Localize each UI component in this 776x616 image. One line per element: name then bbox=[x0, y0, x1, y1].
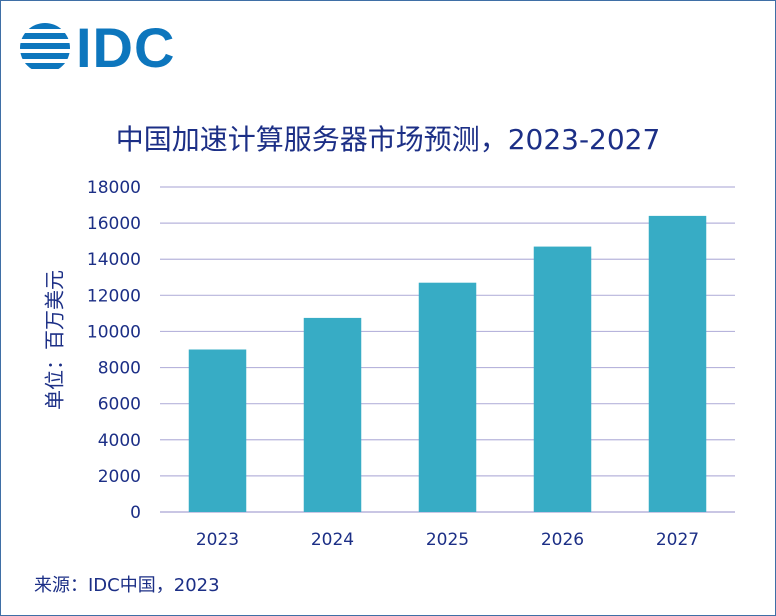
y-tick-label: 14000 bbox=[87, 250, 141, 270]
source-note: 来源：IDC中国，2023 bbox=[34, 575, 220, 596]
axis-labels: 0 2000 4000 6000 8000 10000 12000 14000 16000 180… bbox=[87, 178, 699, 550]
x-tick-label: 2023 bbox=[196, 530, 239, 550]
bar-2024 bbox=[303, 317, 362, 512]
y-tick-label: 6000 bbox=[98, 395, 141, 415]
y-tick-label: 8000 bbox=[98, 359, 141, 379]
x-tick-label: 2024 bbox=[311, 530, 354, 550]
y-tick-label: 4000 bbox=[98, 431, 141, 451]
y-tick-label: 12000 bbox=[87, 286, 141, 306]
y-tick-label: 10000 bbox=[87, 322, 141, 342]
bars bbox=[188, 215, 707, 513]
bar-2026 bbox=[533, 246, 592, 513]
bar-2027 bbox=[648, 215, 707, 512]
idc-logo: IDC bbox=[18, 20, 175, 76]
y-tick-label: 2000 bbox=[98, 467, 141, 487]
globe-icon bbox=[20, 23, 70, 69]
y-tick-label: 16000 bbox=[87, 214, 141, 234]
bar-2025 bbox=[418, 282, 477, 512]
x-tick-label: 2025 bbox=[426, 530, 469, 550]
chart-title: 中国加速计算服务器市场预测，2023-2027 bbox=[115, 123, 661, 156]
y-tick-label: 18000 bbox=[87, 178, 141, 198]
bar-2023 bbox=[188, 349, 247, 512]
y-tick-label: 0 bbox=[130, 503, 141, 523]
x-tick-label: 2026 bbox=[541, 530, 584, 550]
x-tick-label: 2027 bbox=[656, 530, 699, 550]
logo-text: IDC bbox=[76, 16, 176, 79]
